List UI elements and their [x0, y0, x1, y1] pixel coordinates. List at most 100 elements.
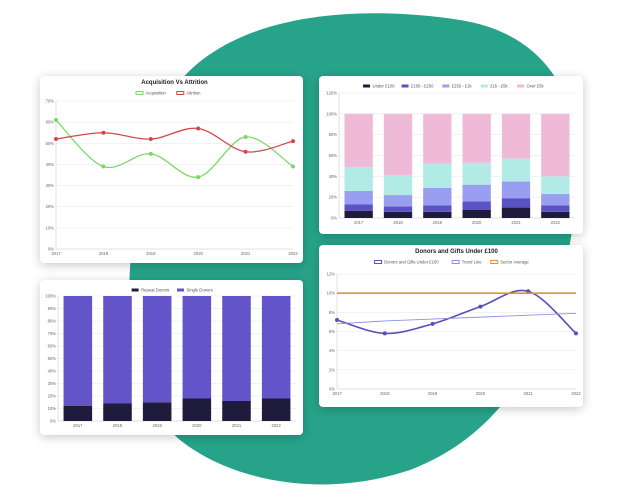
legend-item-over-5k: Over £5k	[517, 84, 544, 89]
gift-bands-chart: Under £100 £100 - £250 £250 - £1k £1k - £5k…	[326, 84, 575, 225]
legend-label: Under £100	[373, 84, 396, 89]
repeat-single-donors-card: Repeat Donors Single Donors 0% 10% 20% 30% 40%…	[40, 280, 303, 435]
y-tick-label: 70%	[46, 99, 55, 104]
bar-segment-over-5k	[541, 113, 570, 177]
y-tick-label: 80%	[329, 132, 338, 137]
y-tick-label: 0%	[331, 216, 337, 221]
legend-label: Trend Line	[462, 260, 483, 265]
x-tick-label: 2021	[524, 391, 534, 396]
y-tick-label: 40%	[48, 369, 57, 374]
bar-segment-under-100	[501, 207, 531, 218]
legend-label: £250 - £1k	[452, 84, 473, 89]
donors-under-100-chart: Donors and Gifts Under £100 Donors and Gi…	[327, 249, 582, 396]
y-tick-label: 30%	[48, 381, 57, 386]
series-line-donors-and-gifts-under-100	[336, 289, 577, 335]
x-tick-label: 2020	[476, 391, 486, 396]
y-tick-label: 40%	[329, 174, 338, 179]
x-tick-label: 2021	[232, 423, 242, 428]
bar-segment-repeat-donors	[63, 406, 93, 421]
x-tick-label: 2017	[73, 423, 83, 428]
bar-segment-1k-5k	[541, 176, 570, 195]
y-tick-label: 0%	[48, 247, 54, 252]
bar-segment-repeat-donors	[142, 402, 172, 421]
x-tick-label: 2018	[99, 251, 109, 256]
y-tick-label: 20%	[48, 394, 57, 399]
bar-segment-repeat-donors	[182, 398, 212, 421]
legend-item-attrition: Attrition	[176, 91, 201, 96]
legend-swatch	[480, 84, 488, 88]
bar-segment-250-1k	[423, 187, 452, 206]
y-tick-label: 0%	[329, 387, 335, 392]
bar-segment-1k-5k	[462, 162, 491, 185]
legend-swatch	[135, 91, 144, 95]
legend-swatch	[131, 288, 139, 292]
x-tick-label: 2021	[511, 220, 521, 225]
bar-segment-250-1k	[501, 181, 531, 199]
legend-label: £1k - £5k	[490, 84, 508, 89]
x-tick-label: 2020	[194, 251, 204, 256]
x-tick-label: 2018	[113, 423, 123, 428]
data-point-attrition	[196, 126, 201, 131]
data-point-acquisition	[54, 118, 58, 123]
bar-segment-under-100	[541, 211, 570, 218]
legend-label: Sector Average	[500, 260, 529, 265]
bar-segment-100-250	[423, 205, 452, 212]
y-tick-label: 10%	[46, 225, 55, 230]
data-point-acquisition	[291, 164, 295, 169]
y-tick-label: 60%	[329, 153, 338, 158]
bar-segment-single-donors	[261, 296, 291, 399]
bar-segment-100-250	[541, 205, 570, 212]
x-tick-label: 2021	[241, 251, 251, 256]
bar-segment-100-250	[383, 206, 413, 212]
data-point-donors-and-gifts-under-100	[335, 318, 339, 322]
y-tick-label: 4%	[329, 348, 335, 353]
y-tick-label: 2%	[329, 367, 335, 372]
bar-segment-1k-5k	[423, 163, 452, 188]
y-tick-label: 60%	[48, 344, 57, 349]
legend-swatch	[451, 260, 460, 264]
acquisition-attrition-card: Acquisition Vs Attrition Acquisition Attri…	[40, 76, 303, 263]
data-point-attrition	[54, 137, 58, 142]
bar-segment-repeat-donors	[103, 403, 132, 421]
series-line-trend-line	[336, 312, 577, 325]
legend-item-repeat-donors: Repeat Donors	[131, 288, 169, 293]
legend-item-1k-5k: £1k - £5k	[480, 84, 508, 89]
data-point-attrition	[243, 149, 248, 154]
legend-label: Over £5k	[527, 84, 545, 89]
legend-label: Attrition	[186, 91, 201, 96]
bar-segment-under-100	[423, 211, 452, 218]
y-tick-label: 8%	[329, 310, 335, 315]
x-tick-label: 2018	[380, 391, 390, 396]
series-line-attrition	[55, 127, 294, 153]
y-tick-label: 10%	[327, 291, 336, 296]
legend-label: Repeat Donors	[141, 288, 169, 293]
y-tick-label: 6%	[329, 329, 335, 334]
legend-swatch	[401, 84, 409, 88]
x-tick-label: 2018	[393, 220, 403, 225]
legend-item-under-100: Under £100	[363, 84, 395, 89]
y-tick-label: 30%	[46, 183, 55, 188]
bar-segment-100-250	[344, 204, 373, 211]
x-tick-label: 2022	[288, 251, 298, 256]
y-tick-label: 0%	[50, 419, 56, 424]
bar-segment-single-donors	[222, 296, 251, 401]
data-point-attrition	[101, 130, 106, 135]
legend-item-trend-line: Trend Line	[451, 260, 483, 265]
x-tick-label: 2020	[192, 423, 202, 428]
x-tick-label: 2017	[51, 251, 61, 256]
y-tick-label: 80%	[48, 319, 57, 324]
legend-label: Single Donors	[187, 288, 213, 293]
x-tick-label: 2017	[354, 220, 364, 225]
data-point-donors-and-gifts-under-100	[526, 289, 531, 294]
bar-segment-single-donors	[63, 296, 93, 406]
bar-segment-repeat-donors	[222, 401, 251, 421]
legend-label: Acquisition	[146, 91, 167, 96]
legend-item-single-donors: Single Donors	[177, 288, 213, 293]
bar-segment-under-100	[344, 210, 373, 218]
data-point-acquisition	[243, 134, 248, 139]
x-tick-label: 2017	[332, 391, 342, 396]
data-point-acquisition	[196, 175, 201, 180]
y-tick-label: 100%	[326, 111, 337, 116]
bar-segment-repeat-donors	[261, 398, 291, 421]
y-tick-label: 20%	[329, 195, 338, 200]
